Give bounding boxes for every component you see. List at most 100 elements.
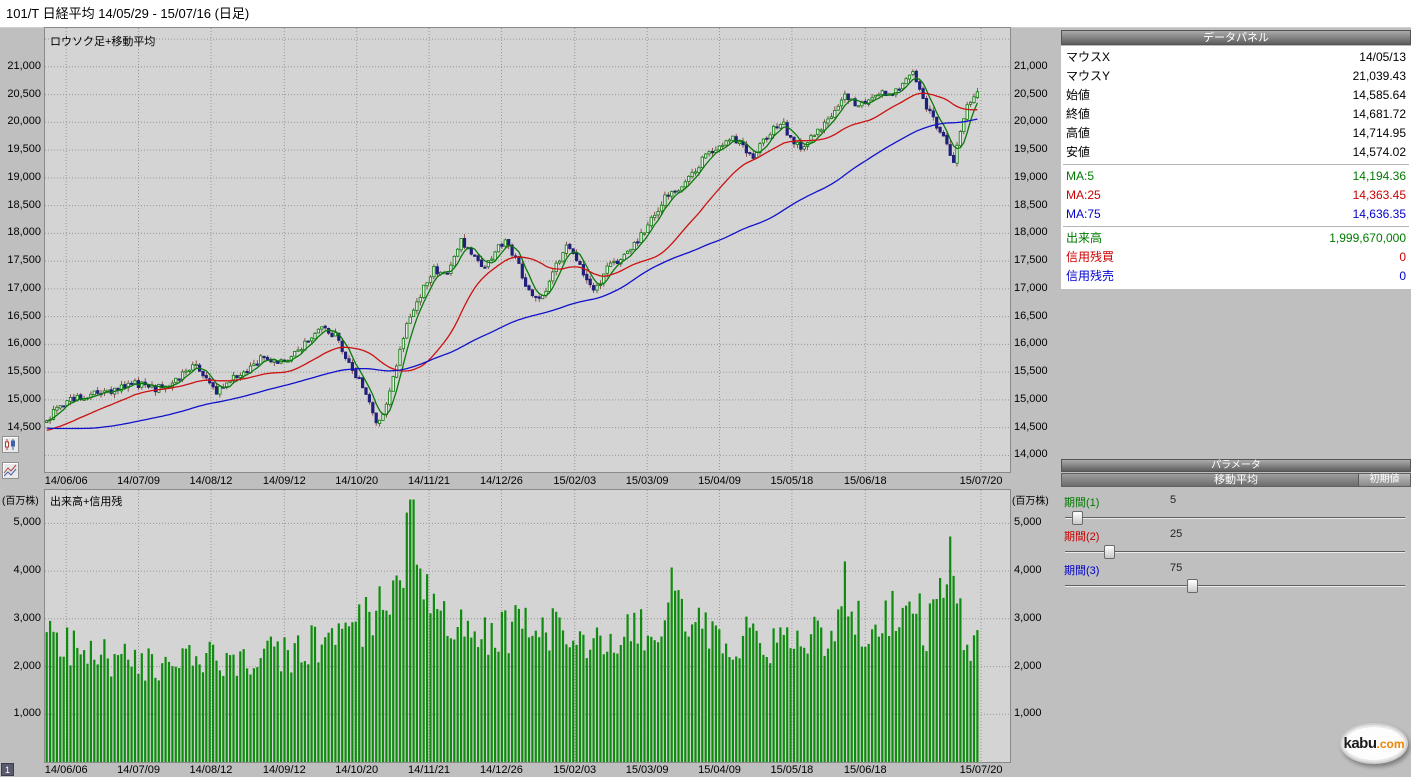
date-axis-label: 14/08/12: [189, 475, 233, 487]
date-axis-label: 15/07/20: [959, 764, 1003, 776]
data-panel-row: MA:75 14,636.35: [1061, 205, 1411, 224]
data-panel-separator: [1063, 226, 1409, 227]
volume-axis-label-left: 5,000: [13, 516, 41, 529]
price-axis-label-left: 16,500: [7, 309, 41, 322]
price-axis-label-left: 20,000: [7, 115, 41, 128]
data-panel-row: 信用残買 0: [1061, 248, 1411, 267]
price-axis-label-left: 18,000: [7, 226, 41, 239]
volume-unit-label-left: (百万株): [2, 496, 39, 507]
period-slider-track[interactable]: [1065, 585, 1405, 587]
date-axis-label: 14/07/09: [117, 764, 160, 776]
candlestick-series: [45, 69, 980, 427]
data-panel-row-label: 始値: [1066, 88, 1091, 102]
data-panel-row-value: 14,681.72: [1352, 107, 1406, 121]
data-panel-row-value: 14,363.45: [1352, 188, 1406, 202]
date-axis-label: 15/02/03: [553, 764, 597, 776]
price-axis-label-right: 18,500: [1014, 198, 1048, 211]
price-axis-label-right: 19,000: [1014, 170, 1048, 183]
volume-axis-label-right: 4,000: [1014, 564, 1042, 577]
ma-5-line: [46, 77, 978, 422]
reset-defaults-button[interactable]: 初期値: [1358, 474, 1410, 486]
price-chart-label: ロウソク足+移動平均: [50, 36, 156, 48]
price-axis-label-left: 14,500: [7, 420, 41, 433]
price-axis-label-right: 16,000: [1014, 337, 1048, 350]
price-chart-svg: [45, 28, 1010, 472]
period-slider-handle[interactable]: [1186, 579, 1198, 593]
data-panel-row: 出来高 1,999,670,000: [1061, 229, 1411, 248]
volume-unit-label-right: (百万株): [1012, 496, 1049, 507]
param-period-value: 5: [1170, 494, 1177, 506]
price-axis-label-right: 17,500: [1014, 254, 1048, 267]
data-panel-row-label: MA:75: [1066, 207, 1101, 221]
data-panel-row-label: 出来高: [1066, 231, 1103, 245]
period-slider-handle[interactable]: [1104, 545, 1116, 559]
price-axis-label-right: 15,000: [1014, 392, 1048, 405]
data-panel-row-label: 信用残売: [1066, 269, 1115, 283]
param-period-value: 75: [1170, 562, 1183, 574]
date-axis-label: 14/12/26: [480, 475, 523, 487]
volume-chart-plot[interactable]: [44, 489, 1011, 763]
price-axis-label-right: 21,000: [1014, 59, 1048, 72]
price-axis-label-left: 18,500: [7, 198, 41, 211]
price-axis-label-left: 15,500: [7, 365, 41, 378]
price-axis-label-left: 17,000: [7, 281, 41, 294]
data-panel-row-value: 14,636.35: [1352, 207, 1406, 221]
data-panel-row-label: 安値: [1066, 145, 1091, 159]
data-panel-row-label: MA:5: [1066, 169, 1095, 183]
price-axis-label-left: 20,500: [7, 87, 41, 100]
data-panel-row-value: 0: [1399, 269, 1406, 283]
price-axis-label-left: 19,000: [7, 170, 41, 183]
data-panel-row: 安値 14,574.02: [1061, 143, 1411, 162]
date-axis-label: 15/04/09: [698, 475, 741, 487]
page-button[interactable]: 1: [1, 763, 14, 776]
data-panel-row: 高値 14,714.95: [1061, 124, 1411, 143]
date-axis-label: 14/11/21: [408, 764, 451, 776]
price-axis-label-right: 15,500: [1014, 365, 1048, 378]
date-axis-label: 15/03/09: [625, 764, 669, 776]
data-panel-row: MA:25 14,363.45: [1061, 186, 1411, 205]
data-panel-row-label: MA:25: [1066, 188, 1101, 202]
data-panel-row-value: 1,999,670,000: [1329, 231, 1406, 245]
data-panel-row-value: 0: [1399, 250, 1406, 264]
price-chart-plot[interactable]: [44, 27, 1011, 473]
data-panel-row-label: 高値: [1066, 126, 1091, 140]
date-axis-label: 15/05/18: [770, 475, 814, 487]
moving-average-settings-title: 移動平均: [1214, 474, 1258, 486]
date-axis-label: 14/12/26: [480, 764, 523, 776]
price-axis-label-left: 21,000: [7, 59, 41, 72]
data-panel-separator: [1063, 164, 1409, 165]
volume-axis-label-right: 5,000: [1014, 516, 1042, 529]
param-period-label: 期間(2): [1064, 531, 1100, 543]
ma-25-line: [46, 92, 978, 431]
period-slider-handle[interactable]: [1071, 511, 1083, 525]
period-slider-track[interactable]: [1065, 517, 1405, 519]
volume-axis-label-left: 2,000: [13, 659, 41, 672]
price-axis-label-right: 16,500: [1014, 309, 1048, 322]
candlestick-chart-icon[interactable]: [2, 436, 19, 453]
volume-axis-label-left: 4,000: [13, 564, 41, 577]
date-axis-label: 14/06/06: [44, 764, 88, 776]
price-axis-label-left: 17,500: [7, 254, 41, 267]
data-panel-row: 終値 14,681.72: [1061, 105, 1411, 124]
date-axis-label: 14/09/12: [262, 764, 306, 776]
logo-text-kabu: kabu: [1343, 735, 1377, 752]
data-panel-row-label: マウスX: [1066, 50, 1111, 64]
period-slider-track[interactable]: [1065, 551, 1405, 553]
data-panel-row: マウスX 14/05/13: [1061, 48, 1411, 67]
data-panel-row-value: 14,194.36: [1352, 169, 1406, 183]
date-axis-label: 14/07/09: [117, 475, 160, 487]
price-axis-label-right: 14,500: [1014, 420, 1048, 433]
date-axis-label: 15/02/03: [553, 475, 597, 487]
date-axis-label: 15/04/09: [698, 764, 741, 776]
data-panel-header: データパネル: [1061, 30, 1411, 45]
data-panel-row-value: 21,039.43: [1352, 69, 1406, 83]
date-axis-label: 14/08/12: [189, 764, 233, 776]
line-chart-icon[interactable]: [2, 462, 19, 479]
price-axis-label-left: 19,500: [7, 143, 41, 156]
data-panel-row-value: 14,574.02: [1352, 145, 1406, 159]
data-panel-row-value: 14,585.64: [1352, 88, 1406, 102]
date-axis-label: 14/10/20: [335, 475, 379, 487]
volume-chart-label: 出来高+信用残: [50, 496, 123, 508]
date-axis-label: 15/07/20: [959, 475, 1003, 487]
